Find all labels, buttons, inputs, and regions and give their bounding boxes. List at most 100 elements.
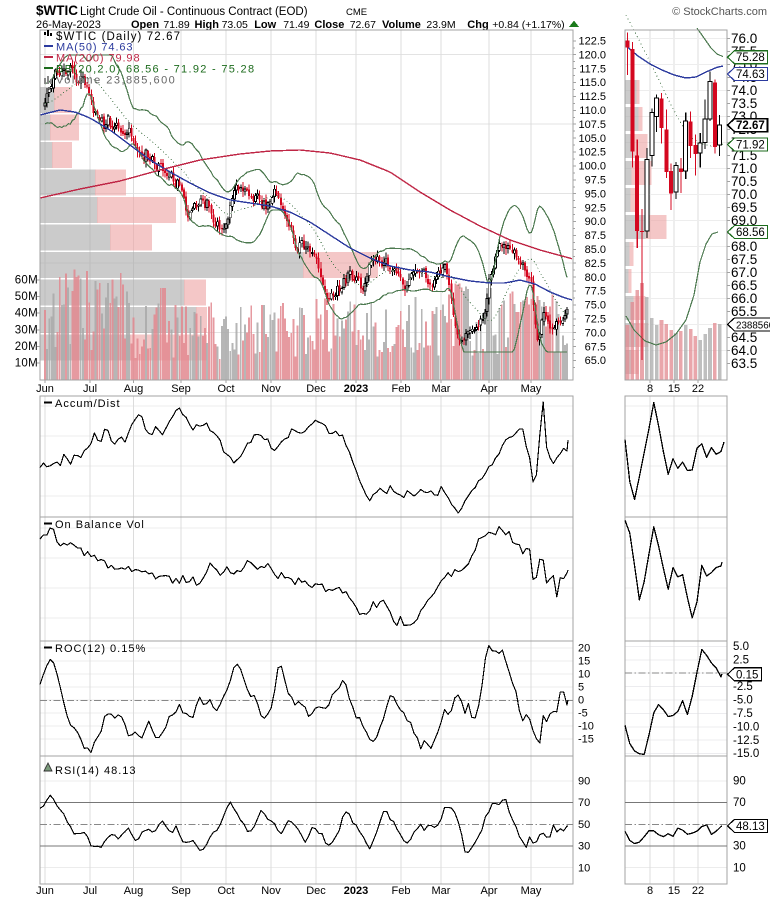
svg-text:70: 70 [578, 797, 590, 809]
svg-text:2.5: 2.5 [733, 654, 749, 666]
svg-text:95.0: 95.0 [585, 188, 606, 200]
svg-text:71.5: 71.5 [731, 148, 757, 163]
svg-text:-5.0: -5.0 [733, 695, 753, 707]
svg-text:-2.5: -2.5 [733, 681, 753, 693]
svg-text:8: 8 [647, 885, 653, 897]
svg-text:72.67: 72.67 [350, 19, 376, 31]
svg-text:Aug: Aug [124, 383, 144, 395]
svg-text:30: 30 [733, 841, 746, 853]
svg-text:120.0: 120.0 [578, 49, 606, 61]
svg-text:75.28: 75.28 [736, 52, 765, 64]
svg-text:68.0: 68.0 [731, 239, 757, 254]
svg-text:Dec: Dec [306, 383, 326, 395]
svg-text:Oct: Oct [217, 383, 234, 395]
svg-text:Volume 23,885,600: Volume 23,885,600 [56, 75, 176, 87]
svg-text:Sep: Sep [171, 383, 191, 395]
svg-text:63.5: 63.5 [731, 356, 757, 371]
svg-text:8: 8 [647, 383, 653, 395]
svg-text:97.5: 97.5 [585, 175, 606, 187]
svg-text:-15: -15 [578, 734, 594, 746]
svg-text:70: 70 [733, 797, 746, 809]
svg-text:90.0: 90.0 [585, 216, 606, 228]
svg-text:10: 10 [733, 862, 746, 874]
svg-text:MA(50) 74.63: MA(50) 74.63 [56, 42, 133, 54]
svg-text:Feb: Feb [392, 383, 411, 395]
svg-text:65.5: 65.5 [731, 304, 757, 319]
svg-text:Apr: Apr [480, 383, 497, 395]
svg-text:85.0: 85.0 [585, 244, 606, 256]
svg-text:Jul: Jul [83, 885, 97, 897]
svg-text:69.0: 69.0 [731, 213, 757, 228]
svg-text:115.0: 115.0 [579, 77, 606, 89]
svg-text:Jul: Jul [83, 383, 97, 395]
svg-text:74.63: 74.63 [736, 69, 765, 81]
svg-text:70.0: 70.0 [585, 327, 606, 339]
svg-text:© StockCharts.com: © StockCharts.com [672, 6, 767, 18]
svg-text:71.89: 71.89 [163, 19, 189, 31]
svg-text:On Balance Vol: On Balance Vol [55, 519, 145, 531]
svg-text:64.5: 64.5 [731, 330, 757, 345]
svg-text:Oct: Oct [217, 885, 234, 897]
svg-text:May: May [521, 383, 542, 395]
svg-text:65.0: 65.0 [585, 355, 606, 367]
svg-text:90: 90 [733, 776, 746, 788]
svg-text:Feb: Feb [392, 885, 411, 897]
svg-text:117.5: 117.5 [579, 63, 606, 75]
svg-text:50: 50 [578, 819, 590, 831]
svg-text:105.0: 105.0 [578, 133, 606, 145]
svg-text:2023: 2023 [344, 383, 368, 395]
svg-text:66.0: 66.0 [731, 291, 757, 306]
svg-text:Aug: Aug [124, 885, 144, 897]
svg-text:22: 22 [692, 885, 704, 897]
svg-text:92.5: 92.5 [585, 202, 606, 214]
svg-text:23885600: 23885600 [736, 320, 770, 331]
svg-text:Volume: Volume [382, 19, 421, 31]
svg-text:10M: 10M [15, 358, 38, 370]
svg-text:30: 30 [578, 841, 590, 853]
svg-text:RSI(14) 48.13: RSI(14) 48.13 [55, 765, 136, 777]
svg-text:Nov: Nov [261, 383, 281, 395]
svg-text:5.0: 5.0 [733, 641, 749, 653]
svg-text:26-May-2023: 26-May-2023 [36, 19, 101, 31]
svg-text:87.5: 87.5 [585, 230, 606, 242]
svg-text:Low: Low [254, 19, 276, 31]
svg-text:Accum/Dist: Accum/Dist [55, 398, 121, 410]
svg-text:70.5: 70.5 [731, 174, 757, 189]
svg-text:20M: 20M [15, 341, 38, 353]
svg-text:50M: 50M [15, 291, 38, 303]
svg-text:20: 20 [578, 643, 590, 655]
svg-text:67.5: 67.5 [585, 341, 606, 353]
svg-text:75.0: 75.0 [585, 300, 606, 312]
svg-text:2023: 2023 [344, 885, 368, 897]
svg-text:112.5: 112.5 [579, 91, 606, 103]
svg-text:71.49: 71.49 [283, 19, 309, 31]
svg-text:-12.5: -12.5 [733, 735, 759, 747]
svg-text:5: 5 [578, 682, 584, 694]
svg-text:82.5: 82.5 [585, 258, 606, 270]
svg-text:102.5: 102.5 [578, 147, 606, 159]
svg-text:Nov: Nov [261, 885, 281, 897]
svg-text:0: 0 [578, 695, 584, 707]
svg-text:High: High [195, 19, 220, 31]
svg-text:60M: 60M [15, 275, 38, 287]
svg-text:Mar: Mar [432, 885, 451, 897]
svg-text:107.5: 107.5 [578, 119, 606, 131]
svg-text:30M: 30M [15, 324, 38, 336]
svg-text:77.5: 77.5 [585, 286, 606, 298]
svg-text:122.5: 122.5 [578, 36, 606, 48]
svg-text:71.0: 71.0 [731, 161, 757, 176]
svg-text:64.0: 64.0 [731, 343, 757, 358]
svg-text:Jun: Jun [36, 383, 54, 395]
svg-text:-7.5: -7.5 [733, 708, 753, 720]
svg-text:0.15: 0.15 [736, 669, 758, 681]
svg-text:90: 90 [578, 776, 590, 788]
svg-text:71.92: 71.92 [736, 140, 765, 152]
svg-text:67.5: 67.5 [731, 252, 757, 267]
svg-text:48.13: 48.13 [736, 821, 765, 833]
svg-text:73.5: 73.5 [731, 96, 757, 111]
svg-text:Sep: Sep [171, 885, 191, 897]
svg-text:Light Crude Oil - Continuous C: Light Crude Oil - Continuous Contract (E… [80, 6, 308, 18]
svg-text:Jun: Jun [36, 885, 54, 897]
svg-text:$WTIC (Daily) 72.67: $WTIC (Daily) 72.67 [56, 31, 181, 43]
svg-text:Dec: Dec [306, 885, 326, 897]
